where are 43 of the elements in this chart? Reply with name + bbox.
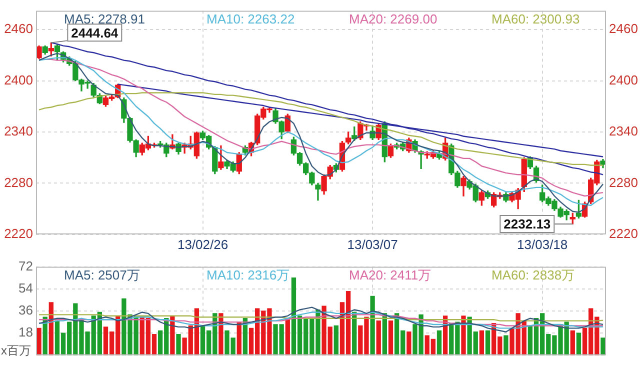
text: MA60: 2838万 [492, 267, 575, 282]
y2-tick-label: 2460 [609, 21, 638, 36]
bar [36, 328, 42, 356]
y-tick-label: 54 [18, 280, 33, 296]
bar [388, 320, 394, 356]
y2-tick-label: 2280 [609, 174, 638, 190]
y2-tick-label: 2400 [609, 72, 638, 88]
y-tick-label: 2280 [4, 174, 33, 190]
x-tick-label: 13/03/07 [347, 236, 398, 252]
bar [600, 338, 606, 356]
y2-tick-label: 2340 [609, 124, 638, 139]
bar [570, 330, 575, 356]
text: MA20: 2269.00 [349, 11, 438, 26]
bar [479, 330, 484, 356]
bar [504, 335, 508, 356]
bar [334, 325, 338, 356]
text: MA20: 2411万 [349, 267, 432, 282]
text: MA10: 2316万 [206, 267, 290, 282]
annotation: 2444.64 [71, 25, 119, 40]
y-tick-label: 2400 [4, 72, 33, 88]
y-axis-title: x百万 [1, 344, 31, 358]
x-tick-label: 13/03/18 [517, 236, 568, 252]
annotation: 2232.13 [504, 216, 551, 232]
text: MA5: 2278.91 [64, 11, 145, 26]
bar [406, 332, 412, 356]
text: MA5: 2507万 [64, 267, 140, 282]
y-tick-label: 2460 [4, 21, 33, 36]
y-tick-label: 36 [18, 302, 33, 318]
bar [436, 330, 442, 356]
x-tick-label: 13/02/26 [177, 236, 228, 252]
y-tick-label: 18 [18, 324, 33, 340]
bar [176, 334, 181, 356]
bar [576, 332, 582, 356]
y-tick-label: 2340 [4, 124, 33, 139]
y-tick-label: 2220 [4, 226, 33, 241]
text: MA10: 2263.22 [206, 11, 295, 26]
bar [376, 320, 381, 356]
y2-tick-label: 2220 [609, 226, 638, 241]
bar [485, 330, 490, 356]
bar [370, 296, 375, 356]
y-tick-label: 72 [18, 258, 33, 274]
bar [218, 313, 224, 356]
text: MA60: 2300.93 [492, 11, 580, 26]
